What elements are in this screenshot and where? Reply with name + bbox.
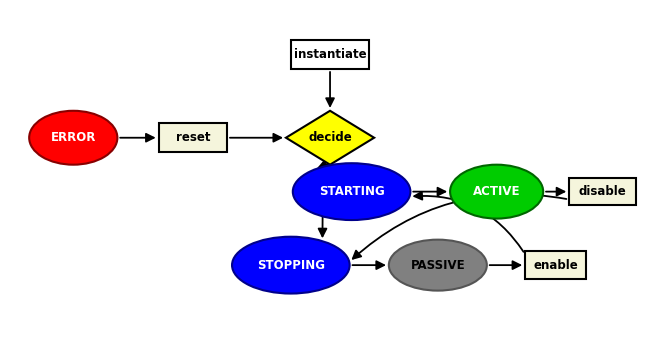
Ellipse shape	[293, 163, 410, 220]
FancyBboxPatch shape	[159, 123, 227, 152]
FancyBboxPatch shape	[291, 40, 369, 69]
Ellipse shape	[389, 240, 487, 290]
Text: enable: enable	[533, 259, 578, 272]
Text: PASSIVE: PASSIVE	[410, 259, 465, 272]
Text: STARTING: STARTING	[319, 185, 384, 198]
Text: decide: decide	[308, 131, 352, 144]
Text: disable: disable	[578, 185, 626, 198]
Text: ACTIVE: ACTIVE	[473, 185, 521, 198]
Text: reset: reset	[175, 131, 210, 144]
Text: ERROR: ERROR	[50, 131, 96, 144]
FancyBboxPatch shape	[525, 252, 586, 279]
Text: STOPPING: STOPPING	[257, 259, 325, 272]
Ellipse shape	[450, 165, 543, 219]
Polygon shape	[286, 111, 374, 165]
Text: instantiate: instantiate	[293, 48, 367, 61]
Ellipse shape	[29, 111, 118, 165]
Ellipse shape	[232, 237, 350, 294]
FancyBboxPatch shape	[569, 178, 636, 205]
